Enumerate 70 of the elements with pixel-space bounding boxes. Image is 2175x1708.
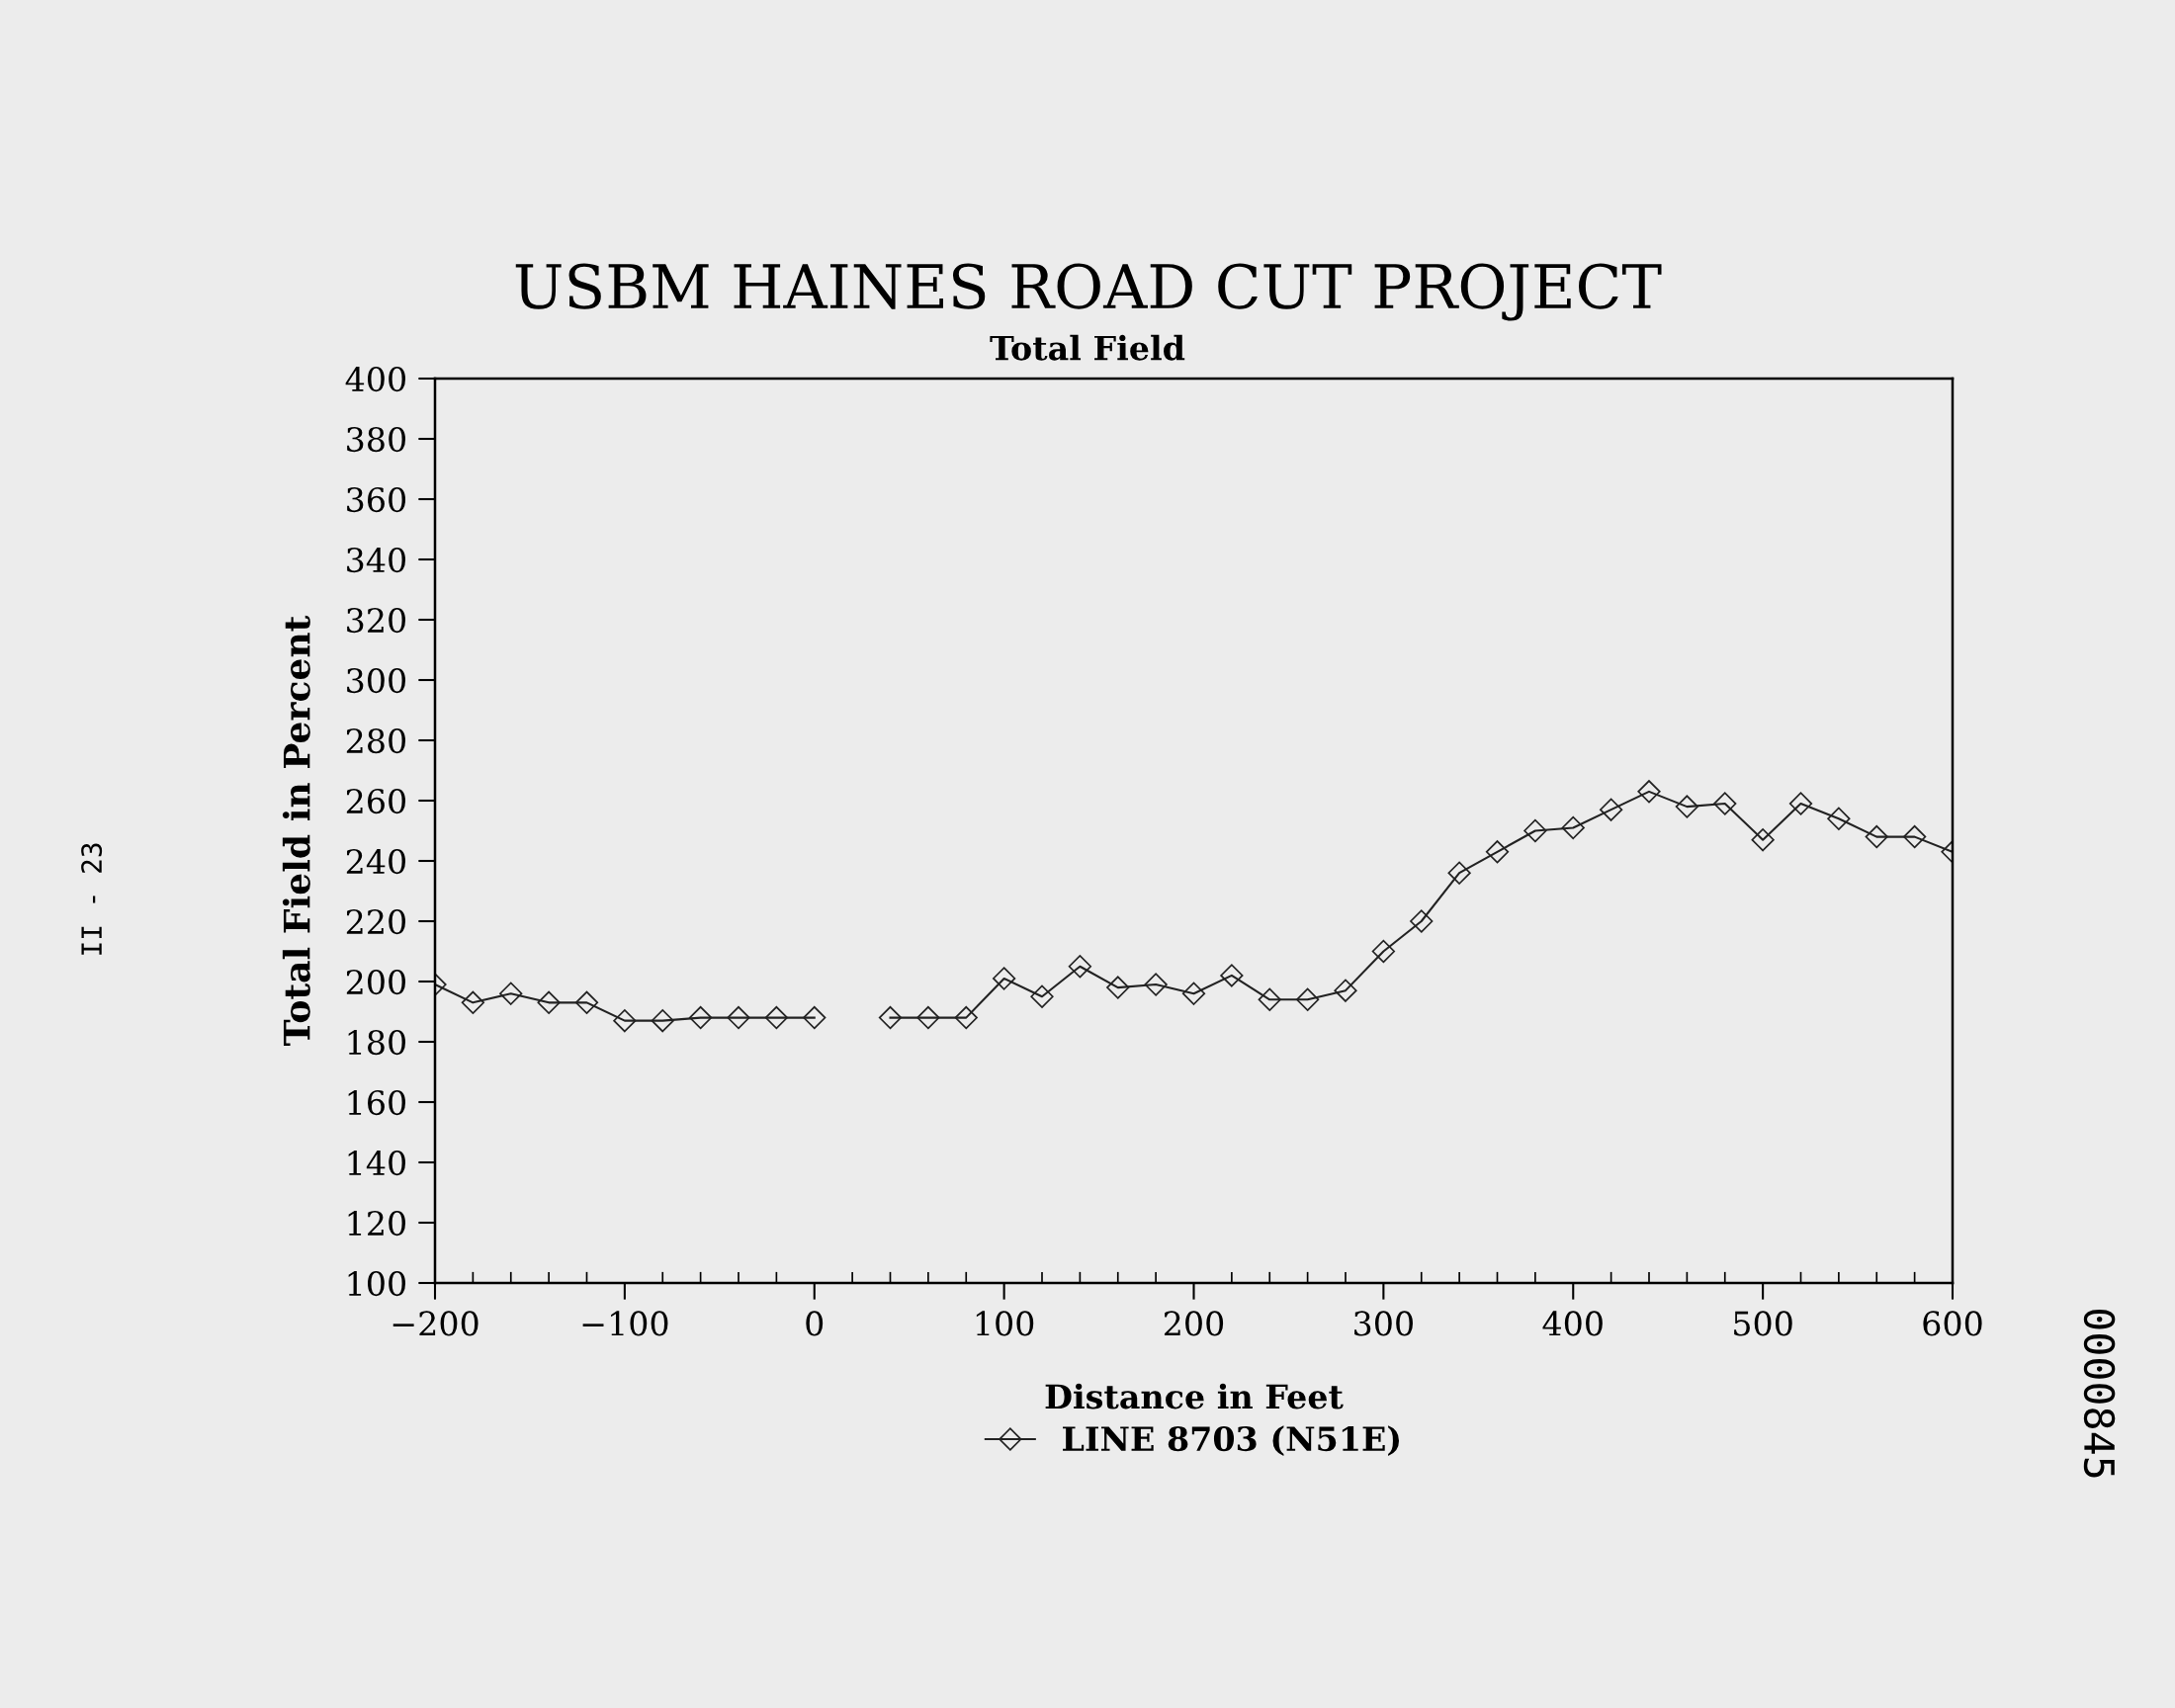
point (764, 1005, 789, 1030)
point (1371, 939, 1396, 964)
point (1144, 973, 1168, 996)
y-tick-label: 140 (348, 1150, 406, 1176)
point (1523, 818, 1547, 843)
point (613, 1009, 637, 1033)
y-tick-label: 280 (346, 727, 406, 754)
y-tick-label: 200 (346, 969, 406, 995)
point (537, 990, 561, 1014)
x-tick-label: 0 (806, 1311, 824, 1336)
y-tick-label: 180 (348, 1029, 406, 1056)
y-tick-label: 120 (348, 1210, 406, 1237)
point (1713, 792, 1737, 815)
point (1561, 815, 1585, 840)
point (1220, 964, 1244, 987)
x-tick-label: −100 (582, 1311, 668, 1336)
y-tick-label: 260 (346, 788, 406, 814)
y-tick-label: 160 (348, 1089, 406, 1116)
point (727, 1005, 750, 1030)
y-axis-title: Total Field in Percent (282, 615, 310, 1046)
point (1637, 780, 1661, 804)
point (1181, 982, 1206, 1005)
point (688, 1005, 713, 1030)
x-axis-title: Distance in Feet (1045, 1383, 1344, 1409)
point (651, 1009, 674, 1033)
x-tick-label: 400 (1542, 1311, 1603, 1336)
point (499, 982, 523, 1005)
y-tick-label: 300 (347, 667, 406, 694)
point (1865, 824, 1888, 849)
x-tick-label: 600 (1923, 1311, 1982, 1336)
x-tick-label: 500 (1734, 1311, 1792, 1336)
point (1258, 987, 1281, 1011)
point (1447, 861, 1471, 885)
text: II - 23 (81, 843, 103, 955)
y-tick-label: 400 (345, 366, 406, 392)
point (878, 1005, 903, 1030)
point (954, 1005, 978, 1030)
point (803, 1005, 826, 1030)
point (1788, 792, 1813, 815)
point (1599, 798, 1623, 821)
point (461, 990, 485, 1014)
x-tick-label: 100 (976, 1311, 1034, 1336)
x-tick-label: −200 (392, 1311, 478, 1336)
text: 0000845 (2083, 1309, 2116, 1478)
point (1751, 828, 1775, 852)
point (1334, 979, 1357, 1002)
y-tick-label: 100 (348, 1270, 406, 1297)
y-tick-label: 320 (347, 607, 406, 634)
y-tick-label: 220 (346, 908, 406, 935)
x-tick-label: 300 (1354, 1311, 1413, 1336)
point (1106, 976, 1130, 999)
point (1827, 807, 1851, 830)
point (1295, 987, 1320, 1011)
point (916, 1005, 940, 1030)
chart-subtitle: Total Field (990, 334, 1185, 361)
point (574, 990, 599, 1014)
y-tick-label: 240 (346, 848, 406, 875)
point (1030, 984, 1054, 1008)
x-tick-label: 200 (1164, 1311, 1224, 1336)
y-tick-label: 360 (347, 486, 406, 513)
point (1902, 824, 1927, 849)
y-tick-label: 380 (347, 426, 406, 453)
legend-label: LINE 8703 (N51E) (1063, 1425, 1400, 1456)
chart-title: USBM HAINES ROAD CUT PROJECT (515, 263, 1662, 321)
y-tick-label: 340 (347, 547, 406, 573)
point (1410, 909, 1434, 933)
point (1675, 795, 1699, 818)
point (1068, 955, 1092, 979)
point (1485, 840, 1510, 864)
point (992, 967, 1016, 990)
